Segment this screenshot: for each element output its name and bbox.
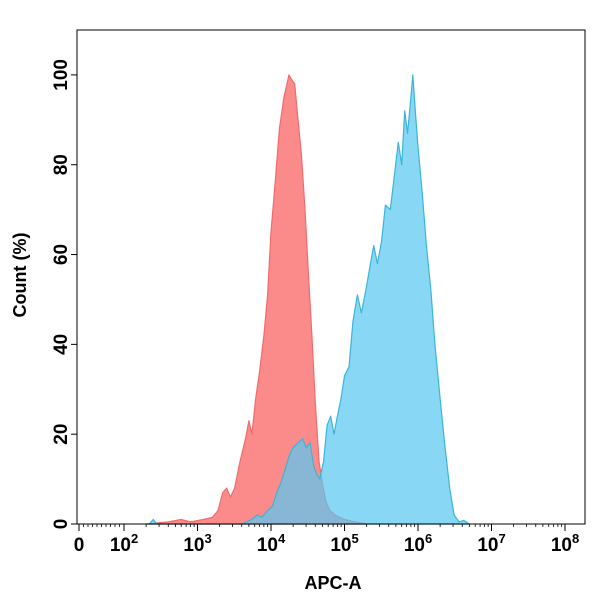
plot-frame <box>76 29 586 525</box>
x-tick-label: 107 <box>477 531 505 556</box>
y-tick-label: 20 <box>51 424 72 445</box>
y-tick-label: 40 <box>51 334 72 355</box>
histogram-series-layer <box>145 74 470 525</box>
histogram-series-2 <box>148 74 470 525</box>
y-axis-title: Count (%) <box>10 233 30 318</box>
x-tick-label: 102 <box>110 531 138 556</box>
y-tick-label: 0 <box>51 519 72 530</box>
x-tick-label: 106 <box>404 531 432 556</box>
y-tick-label: 80 <box>51 154 72 175</box>
y-tick-label: 100 <box>51 59 72 91</box>
x-tick-label: 0 <box>74 535 85 556</box>
y-tick-label: 60 <box>51 244 72 265</box>
axes-layer: 0 20 40 60 80 100 0 102 103 104 105 106 107 108 <box>51 29 586 556</box>
x-tick-label: 108 <box>551 531 579 556</box>
x-axis-title: APC-A <box>305 573 362 593</box>
x-tick-label: 103 <box>183 531 211 556</box>
x-tick-label: 105 <box>330 531 358 556</box>
x-tick-label: 104 <box>257 531 286 556</box>
